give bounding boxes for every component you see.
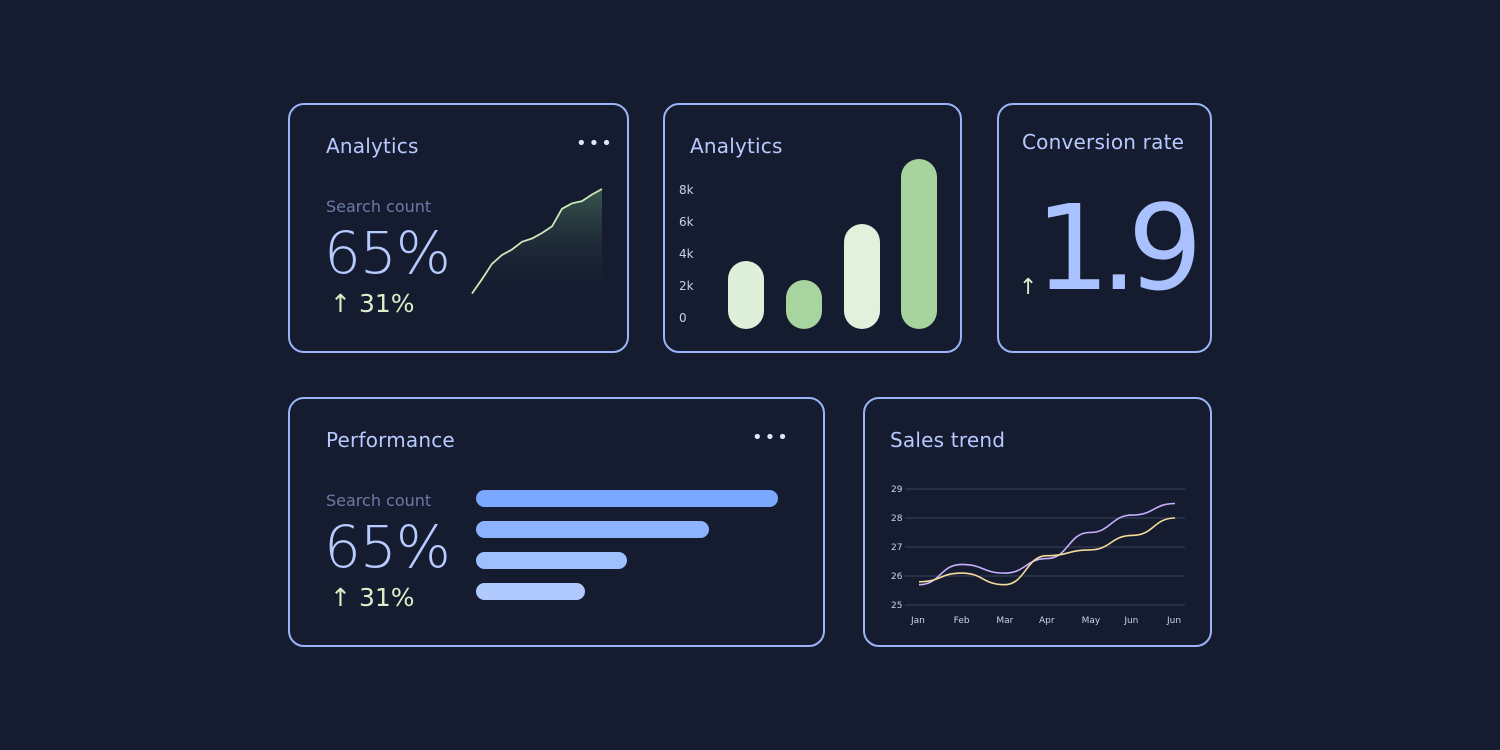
x-tick-label: Mar [996,616,1013,626]
arrow-up-icon: ↑ [330,289,351,318]
metric-label: Search count [326,197,432,216]
y-tick-label: 2k [679,279,694,293]
sales-trend-card: Sales trend 29 28 27 26 25 Jan Feb Mar Apr May Jun… [863,397,1212,647]
more-horizontal-icon[interactable]: ••• [576,133,614,154]
x-tick-label: May [1082,616,1101,626]
series-line [918,502,1176,586]
bar [728,261,764,329]
more-horizontal-icon[interactable]: ••• [752,427,790,448]
card-title: Performance [326,428,455,452]
card-title: Analytics [326,134,419,158]
card-title: Analytics [690,134,783,158]
y-tick-label: 4k [679,247,694,261]
y-tick-label: 28 [891,514,903,524]
metric-value: 65% [324,219,451,287]
bar [901,159,937,329]
y-tick-label: 25 [891,601,902,611]
metric-label: Search count [326,491,432,510]
y-tick-label: 27 [891,543,902,553]
x-tick-label: Feb [954,616,970,626]
bar [786,280,822,329]
analytics-bars-card: Analytics 8k 6k 4k 2k 0 [663,103,962,353]
arrow-up-icon: ↑ [330,583,351,612]
performance-bar [476,583,585,600]
performance-card: Performance ••• Search count 65% ↑ 31% [288,397,825,647]
y-tick-label: 26 [891,572,903,582]
sparkline-chart [471,188,603,299]
y-tick-label: 0 [679,311,687,325]
performance-bar [476,490,778,507]
bar [844,223,880,329]
card-title: Conversion rate [1022,130,1185,154]
card-title: Sales trend [890,428,1006,452]
sparkline-line [471,188,603,295]
x-tick-label: Jun [1123,616,1138,626]
x-tick-label: Apr [1039,616,1055,626]
line-chart: 29 28 27 26 25 Jan Feb Mar Apr May Jun Jun [891,485,1185,626]
series-line [918,517,1176,586]
arrow-up-icon: ↑ [1019,275,1038,300]
delta-value: 31% [358,289,415,318]
conversion-value: 1.9 [1035,179,1203,317]
metric-value: 65% [324,513,451,581]
y-tick-label: 6k [679,215,694,229]
sparkline-area [472,189,602,299]
x-tick-label: Jun [1166,616,1181,626]
y-tick-label: 29 [891,485,903,495]
analytics-search-card: Analytics ••• Search count 65% ↑ 31% [288,103,629,353]
performance-bar [476,552,627,569]
x-tick-label: Jan [910,616,925,626]
metric-delta: ↑ 31% [330,583,415,612]
performance-bar [476,521,709,538]
metric-delta: ↑ 31% [330,289,415,318]
conversion-card: Conversion rate ↑ 1.9 [997,103,1212,353]
y-tick-label: 8k [679,183,694,197]
delta-value: 31% [358,583,415,612]
